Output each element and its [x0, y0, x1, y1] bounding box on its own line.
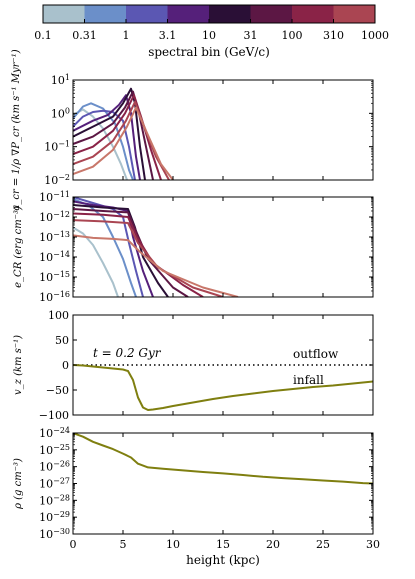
acceleration-series-0: [73, 108, 128, 180]
y-tick-label: 10−27: [39, 476, 70, 491]
colorbar-segment: [209, 5, 251, 23]
y-tick-label: 10−24: [39, 426, 70, 441]
density-series-0: [73, 433, 373, 485]
x-axis-label: height (kpc): [186, 553, 260, 567]
acceleration-series-1: [73, 102, 134, 180]
acceleration-series-5: [73, 90, 154, 180]
colorbar-segment: [84, 5, 127, 23]
acceleration-series-7: [73, 100, 170, 180]
colorbar-segment: [292, 5, 334, 23]
x-tick-label: 25: [316, 538, 330, 551]
infall-label: infall: [293, 373, 324, 387]
colorbar-tick-label: 1000: [361, 29, 389, 42]
y-tick-label: 10−12: [39, 210, 70, 225]
x-tick-label: 10: [166, 538, 180, 551]
colorbar-tick-label: 0.31: [72, 29, 97, 42]
time-annotation: t = 0.2 Gyr: [93, 346, 162, 360]
y-tick-label: −50: [46, 384, 69, 397]
velocity-ylabel: v_z (km s⁻¹): [13, 335, 24, 395]
y-tick-label: 10−28: [39, 493, 70, 508]
acceleration-series-4: [73, 87, 146, 180]
y-tick-label: 10−1: [44, 139, 70, 154]
acceleration-series-3: [73, 94, 141, 180]
y-tick-label: 100: [51, 106, 70, 121]
x-tick-label: 0: [70, 538, 77, 551]
y-tick-label: 10−26: [39, 459, 70, 474]
velocity-series-0: [73, 364, 373, 411]
colorbar-tick-label: 1: [123, 29, 130, 42]
y-tick-label: 10−16: [39, 290, 70, 305]
colorbar-tick-label: 10: [202, 29, 216, 42]
energy-density-panel: 10−16 10−15 10−14 10−13 10−12 10−11 e_CR (erg …: [13, 190, 374, 305]
colorbar-segment: [250, 5, 293, 23]
y-tick-label: 10−30: [39, 527, 70, 542]
energy-density-series-4: [73, 204, 169, 297]
energy-density-series-7: [73, 219, 224, 297]
energy-density-ylabel: e_CR (erg cm⁻³): [13, 206, 24, 288]
y-tick-label: 10−11: [39, 190, 70, 205]
y-tick-label: 10−13: [39, 230, 70, 245]
y-tick-label: 101: [51, 73, 70, 88]
y-tick-label: 10−2: [44, 173, 70, 188]
colorbar-segment: [333, 5, 376, 23]
acceleration-series-8: [73, 106, 174, 180]
energy-density-series-5: [73, 208, 189, 297]
energy-density-series-8: [73, 234, 239, 297]
colorbar-tick-label: 3.1: [159, 29, 177, 42]
colorbar-tick-label: 0.1: [34, 29, 52, 42]
energy-density-series-0: [73, 226, 119, 297]
density-ylabel: ρ (g cm⁻³): [13, 458, 24, 510]
colorbar-tick-label: 310: [323, 29, 344, 42]
energy-density-series-6: [73, 212, 204, 297]
colorbar-segment: [126, 5, 168, 23]
x-tick-label: 20: [266, 538, 280, 551]
x-tick-label: 30: [366, 538, 380, 551]
y-tick-label: 10−14: [39, 250, 70, 265]
velocity-panel: −100 −50 0 50 100 v_z (km s⁻¹) t = 0.2 Gyr outf…: [13, 309, 374, 422]
y-tick-label: −100: [39, 409, 69, 422]
colorbar-label: spectral bin (GeV/c): [148, 45, 270, 59]
density-panel: 0 5 10 15 20 25 30 10−30 10−29 10−28 10−27 10−26 10−…: [13, 426, 380, 568]
y-tick-label: 0: [62, 359, 69, 372]
acceleration-series-6: [73, 94, 162, 180]
colorbar-tick-label: 31: [244, 29, 258, 42]
y-tick-label: 50: [55, 334, 69, 347]
x-tick-label: 15: [216, 538, 230, 551]
y-tick-label: 10−29: [39, 510, 70, 525]
y-tick-label: 100: [48, 309, 69, 322]
colorbar-segment: [43, 5, 85, 23]
y-tick-label: 10−25: [39, 442, 70, 457]
acceleration-series-2: [73, 109, 136, 180]
y-tick-label: 10−15: [39, 270, 70, 285]
x-tick-label: 5: [120, 538, 127, 551]
acceleration-panel: 10−2 10−1 100 101 a_cr = 1/ρ ∇P_cr (km s⁻¹ M…: [11, 49, 374, 211]
outflow-label: outflow: [293, 347, 339, 361]
colorbar-tick-label: 100: [282, 29, 303, 42]
colorbar-segment: [167, 5, 210, 23]
acceleration-ylabel: a_cr = 1/ρ ∇P_cr (km s⁻¹ Myr⁻¹): [11, 49, 22, 210]
density-frame: [72, 432, 374, 535]
colorbar: 0.1 0.31 1 3.1 10 31 100 310 1000 spectral bin (G…: [34, 4, 389, 59]
